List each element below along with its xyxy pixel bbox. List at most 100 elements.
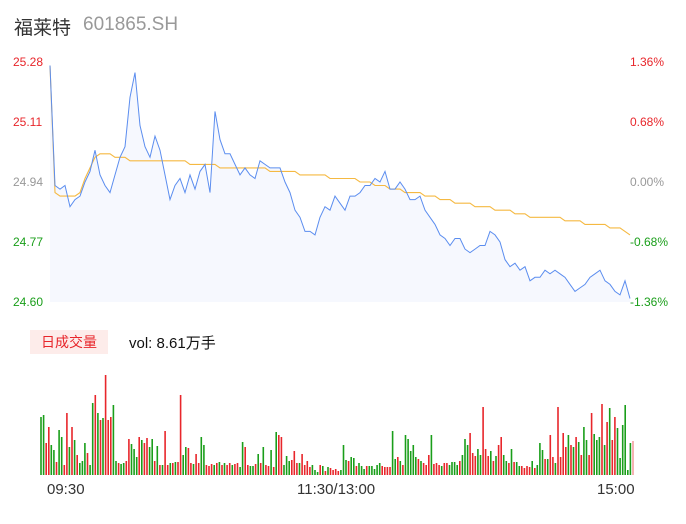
volume-bar: [228, 463, 231, 475]
volume-readout: vol: 8.61万手: [129, 335, 216, 352]
volume-bar: [174, 462, 177, 475]
volume-bar: [190, 463, 192, 475]
volume-bar: [469, 433, 471, 475]
volume-bar: [179, 395, 182, 475]
volume-bar: [291, 460, 293, 475]
volume-bar: [487, 456, 489, 475]
daily-volume-tab[interactable]: 日成交量: [30, 330, 108, 354]
volume-bar: [412, 445, 415, 475]
volume-bar: [234, 464, 236, 475]
volume-bar: [122, 463, 125, 475]
volume-bar: [345, 460, 347, 475]
volume-bar: [611, 440, 614, 475]
volume-bar: [254, 464, 257, 475]
volume-bar: [231, 465, 234, 475]
volume-bar: [68, 447, 71, 475]
volume-bar: [278, 435, 280, 475]
volume-bar: [355, 466, 358, 475]
stock-name: 福莱特: [14, 18, 72, 39]
volume-bar: [464, 439, 466, 475]
volume-bar: [324, 471, 327, 475]
volume-bar: [172, 463, 174, 475]
volume-bar: [200, 437, 203, 475]
volume-bar: [244, 447, 246, 475]
volume-bar: [332, 470, 334, 475]
volume-bar: [267, 466, 270, 475]
volume-bar: [86, 453, 89, 475]
volume-bar: [358, 463, 360, 475]
volume-bar: [192, 464, 195, 475]
volume-bar: [195, 454, 197, 475]
y-tick-label: 25.28: [13, 55, 44, 69]
volume-bar: [386, 467, 389, 475]
volume-bar: [433, 464, 435, 475]
volume-bar: [378, 463, 381, 475]
volume-bar: [259, 463, 262, 475]
volume-bar: [430, 435, 433, 475]
volume-bar: [376, 465, 378, 475]
volume-bar: [521, 466, 523, 475]
volume-bar: [187, 448, 190, 475]
volume-bar: [288, 461, 290, 475]
volume-bar: [583, 427, 585, 475]
volume-bar: [208, 466, 210, 475]
volume-bar: [621, 425, 624, 475]
volume-bar: [399, 461, 402, 475]
volume-bar: [616, 428, 619, 475]
volume-bar: [133, 449, 135, 475]
volume-bar: [185, 447, 187, 475]
volume-bar: [265, 465, 267, 475]
volume-bar: [580, 455, 583, 475]
volume-bar: [593, 434, 595, 475]
volume-bar: [151, 439, 153, 475]
volume-bar: [334, 469, 337, 475]
volume-bar: [596, 440, 598, 475]
volume-bar: [210, 464, 213, 475]
pct-tick-label: 0.68%: [630, 115, 665, 129]
volume-bar: [523, 468, 526, 475]
volume-bar: [107, 420, 109, 475]
volume-bar: [544, 459, 546, 475]
volume-bar: [252, 466, 254, 475]
volume-bar: [203, 445, 205, 475]
volume-bar: [223, 463, 226, 475]
y-tick-label: 24.77: [13, 235, 44, 249]
volume-bar: [448, 465, 451, 475]
volume-bar: [502, 455, 505, 475]
volume-bar: [81, 461, 84, 475]
volume-bar: [495, 456, 497, 475]
volume-bar: [138, 437, 140, 475]
volume-bar: [384, 467, 386, 475]
volume-bar: [293, 451, 296, 475]
volume-bar: [466, 445, 469, 475]
volume-bar: [63, 465, 66, 475]
volume-bar: [614, 417, 616, 475]
volume-bar: [76, 455, 78, 475]
volume-bar: [360, 466, 363, 475]
volume-bar: [58, 430, 60, 475]
volume-bar: [389, 467, 391, 475]
volume-bar: [536, 465, 539, 475]
volume-bar: [128, 439, 130, 475]
volume-bars: [40, 375, 634, 475]
volume-bar: [50, 445, 53, 475]
volume-bar: [97, 413, 99, 475]
volume-bar: [446, 463, 448, 475]
volume-bar: [598, 437, 601, 475]
volume-bar: [45, 443, 47, 475]
volume-bar: [363, 469, 365, 475]
pct-tick-label: 0.00%: [630, 175, 665, 189]
volume-bar: [319, 465, 321, 475]
volume-bar: [559, 457, 562, 475]
volume-bar: [55, 462, 58, 475]
volume-bar: [528, 467, 531, 475]
volume-bar: [557, 407, 559, 475]
volume-bar: [402, 465, 404, 475]
pct-tick-label: 1.36%: [630, 55, 665, 69]
volume-bar: [572, 447, 575, 475]
volume-bar: [627, 470, 629, 475]
volume-bar: [71, 427, 73, 475]
volume-bar: [585, 440, 588, 475]
volume-bar: [53, 450, 55, 475]
volume-bar: [236, 463, 239, 475]
